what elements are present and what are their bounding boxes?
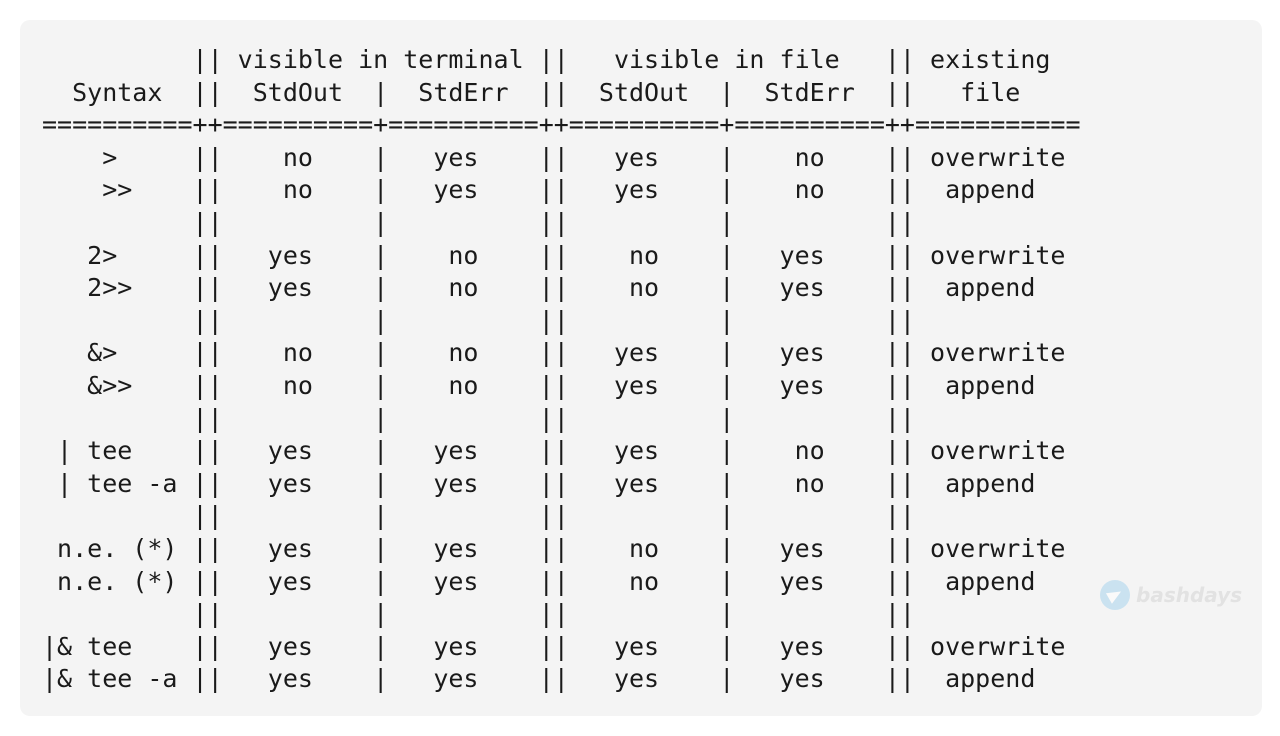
table-row: | tee || yes | yes || yes | no || overwr… <box>42 436 1066 466</box>
redirection-table: || visible in terminal || visible in fil… <box>42 44 1081 696</box>
table-row: |& tee || yes | yes || yes | yes || over… <box>42 631 1066 661</box>
table-row: n.e. (*) || yes | yes || no | yes || app… <box>42 566 1036 596</box>
table-row: >> || no | yes || yes | no || append <box>42 175 1036 205</box>
table-row: || | || | || <box>42 501 915 531</box>
table-header-line: Syntax || StdOut | StdErr || StdOut | St… <box>42 77 1021 107</box>
table-header-line: || visible in terminal || visible in fil… <box>42 45 1051 74</box>
table-row: || | || | || <box>42 305 915 335</box>
table-row: 2> || yes | no || no | yes || overwrite <box>42 240 1066 270</box>
table-row: &>> || no | no || yes | yes || append <box>42 370 1036 400</box>
table-row: n.e. (*) || yes | yes || no | yes || ove… <box>42 533 1066 563</box>
table-row: || | || | || <box>42 207 915 237</box>
table-row: > || no | yes || yes | no || overwrite <box>42 142 1066 172</box>
table-row: 2>> || yes | no || no | yes || append <box>42 273 1036 303</box>
table-row: || | || | || <box>42 599 915 629</box>
code-block: || visible in terminal || visible in fil… <box>20 20 1262 716</box>
table-row: &> || no | no || yes | yes || overwrite <box>42 338 1066 368</box>
telegram-icon <box>1100 580 1130 610</box>
table-row: |& tee -a || yes | yes || yes | yes || a… <box>42 664 1036 694</box>
watermark: bashdays <box>1100 580 1242 610</box>
table-row: || | || | || <box>42 403 915 433</box>
table-separator-line: ==========++==========+==========++=====… <box>42 110 1081 140</box>
watermark-text: bashdays <box>1136 583 1243 607</box>
table-row: | tee -a || yes | yes || yes | no || app… <box>42 468 1036 498</box>
